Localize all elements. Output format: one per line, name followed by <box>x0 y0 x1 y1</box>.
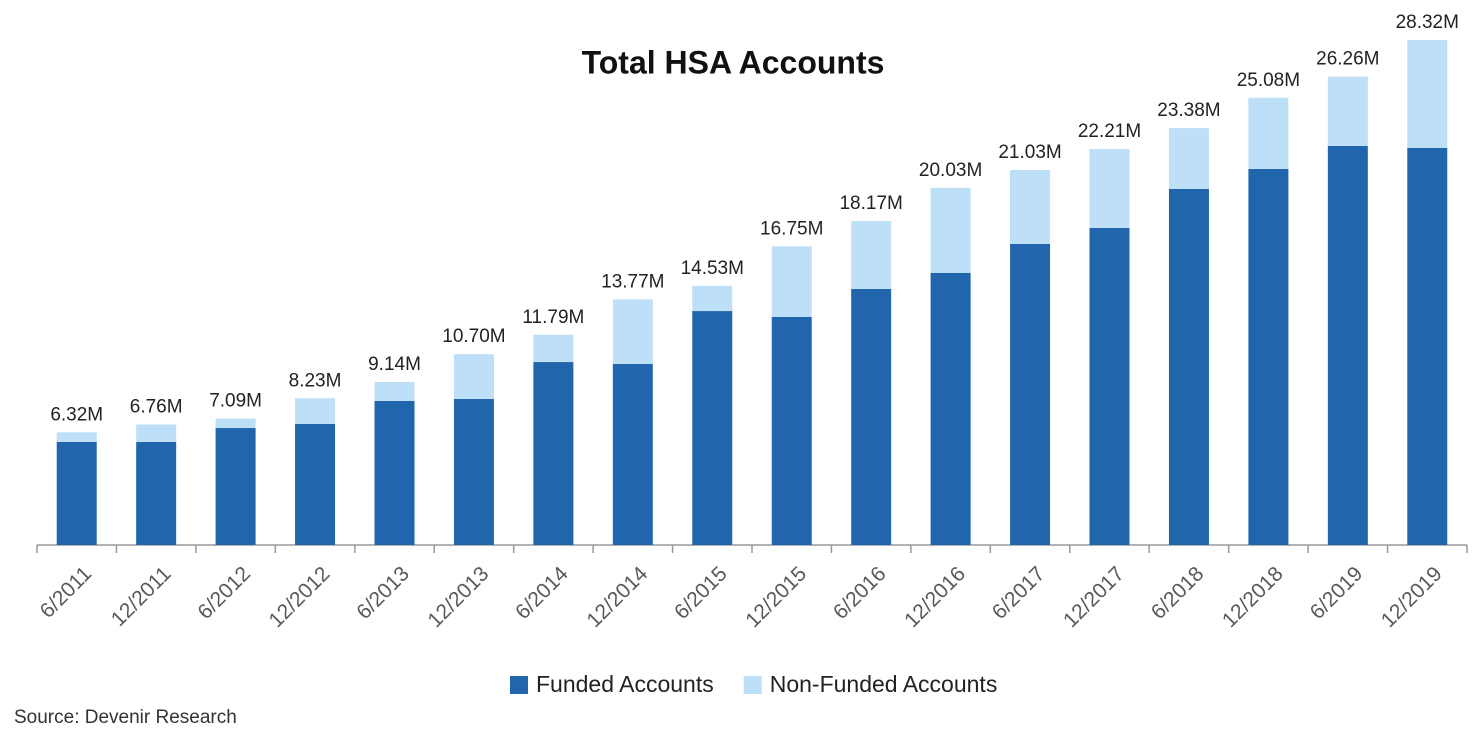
total-label: 6.32M <box>50 404 103 425</box>
bar-segment <box>1248 97 1289 169</box>
total-label: 25.08M <box>1237 70 1300 91</box>
bar-segment <box>1327 76 1368 146</box>
total-label: 10.70M <box>442 326 505 347</box>
bar-segment <box>692 311 733 545</box>
bar-segment <box>215 428 256 545</box>
total-label: 23.38M <box>1157 100 1220 121</box>
x-tick-label: 6/2017 <box>988 562 1050 624</box>
bar-segment <box>295 423 336 545</box>
total-label: 8.23M <box>289 370 342 391</box>
bar-segment <box>1010 243 1051 545</box>
bar-segment <box>56 432 97 442</box>
total-label: 7.09M <box>209 391 262 412</box>
x-tick-label: 12/2019 <box>1377 562 1447 632</box>
bar-segment <box>771 246 812 317</box>
source: Source: Devenir Research <box>14 707 237 728</box>
x-tick-label: 6/2019 <box>1306 562 1368 624</box>
total-label: 6.76M <box>130 396 183 417</box>
legend-swatch <box>743 676 762 694</box>
x-tick-label: 6/2015 <box>670 562 732 624</box>
bar-segment <box>136 441 177 545</box>
x-tick-label: 6/2014 <box>511 562 573 624</box>
x-tick-label: 6/2011 <box>36 562 97 623</box>
x-tick-label: 12/2013 <box>423 562 493 632</box>
bar-segment <box>851 220 892 289</box>
bar-segment <box>136 424 177 442</box>
x-tick-label: 6/2012 <box>193 562 255 624</box>
x-tick-label: 12/2014 <box>582 562 652 632</box>
x-tick-label: 12/2011 <box>107 562 176 631</box>
legend-label: Non-Funded Accounts <box>770 671 998 697</box>
bar-segment <box>453 354 494 399</box>
x-tick-label: 6/2013 <box>352 562 414 624</box>
total-label: 11.79M <box>522 307 584 328</box>
bar-segment <box>851 288 892 545</box>
bar-segment <box>612 364 653 545</box>
total-label: 22.21M <box>1078 121 1141 142</box>
total-label: 14.53M <box>681 258 744 279</box>
total-label: 21.03M <box>998 142 1061 163</box>
bar-segment <box>453 398 494 545</box>
x-tick-label: 12/2015 <box>741 562 811 632</box>
bar-segment <box>1248 168 1289 545</box>
total-label: 9.14M <box>368 354 421 375</box>
bar-segment <box>533 334 574 363</box>
bar-segment <box>1407 40 1448 148</box>
bar-segment <box>1407 147 1448 545</box>
x-tick-label: 6/2018 <box>1147 562 1209 624</box>
x-tick-label: 6/2016 <box>829 562 891 624</box>
bar-segment <box>1089 148 1130 228</box>
bar-segment <box>374 400 415 545</box>
bar-segment <box>692 285 733 312</box>
bar-segment <box>215 418 256 429</box>
total-label: 26.26M <box>1316 49 1379 70</box>
x-tick-label: 12/2016 <box>900 562 970 632</box>
bar-segment <box>612 299 653 365</box>
chart-title: Total HSA Accounts <box>582 44 885 80</box>
total-label: 13.77M <box>601 271 664 292</box>
legend-label: Funded Accounts <box>536 671 714 697</box>
bar-segment <box>930 272 971 545</box>
bar-segment <box>295 398 336 424</box>
total-label: 16.75M <box>760 218 823 239</box>
bar-segment <box>1089 227 1130 546</box>
total-label: 28.32M <box>1396 12 1459 33</box>
bar-segment <box>1010 169 1051 244</box>
bar-segment <box>1168 128 1209 189</box>
x-tick-label: 12/2018 <box>1218 562 1288 632</box>
bar-segment <box>1168 188 1209 545</box>
bar-segment <box>533 362 574 545</box>
bar-segment <box>56 441 97 545</box>
x-tick-label: 12/2012 <box>265 562 335 632</box>
legend-swatch <box>510 676 528 694</box>
bar-segment <box>374 382 415 401</box>
x-tick-label: 12/2017 <box>1059 562 1129 632</box>
bar-segment <box>771 316 812 545</box>
bar-segment <box>930 187 971 273</box>
bar-segment <box>1327 145 1368 545</box>
total-label: 18.17M <box>839 193 902 214</box>
total-label: 20.03M <box>919 160 982 181</box>
